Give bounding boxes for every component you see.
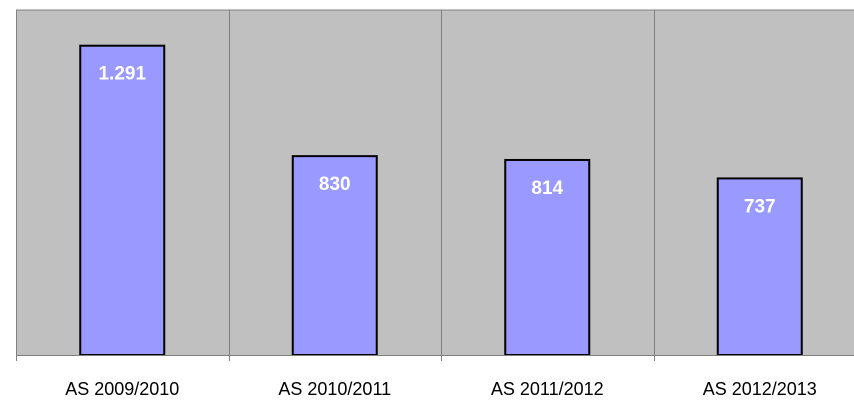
gridlines — [16, 9, 854, 355]
bar-0 — [79, 44, 166, 357]
data-labels: 1.291 830 814 737 — [98, 64, 775, 218]
x-tick-label-3: AS 2012/2013 — [703, 379, 817, 399]
data-label-3: 737 — [744, 196, 776, 217]
data-label-2: 814 — [531, 178, 563, 199]
x-tick-label-1: AS 2010/2011 — [278, 379, 391, 399]
x-tick-label-0: AS 2009/2010 — [65, 379, 179, 399]
data-label-0: 1.291 — [98, 64, 146, 85]
bars — [79, 44, 803, 357]
x-axis: AS 2009/2010 AS 2010/2011 AS 2011/2012 AS 2… — [16, 355, 854, 399]
data-label-1: 830 — [319, 174, 351, 195]
bar-3 — [716, 177, 803, 356]
bar-2 — [504, 158, 591, 356]
x-tick-label-2: AS 2011/2012 — [491, 379, 604, 399]
